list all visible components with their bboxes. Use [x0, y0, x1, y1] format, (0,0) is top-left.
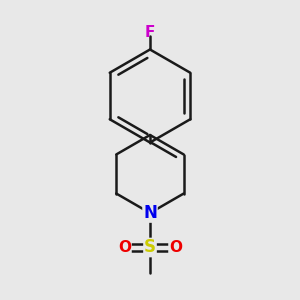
- Text: O: O: [169, 240, 182, 255]
- Text: F: F: [145, 25, 155, 40]
- Text: N: N: [143, 204, 157, 222]
- Text: S: S: [144, 238, 156, 256]
- Text: O: O: [118, 240, 131, 255]
